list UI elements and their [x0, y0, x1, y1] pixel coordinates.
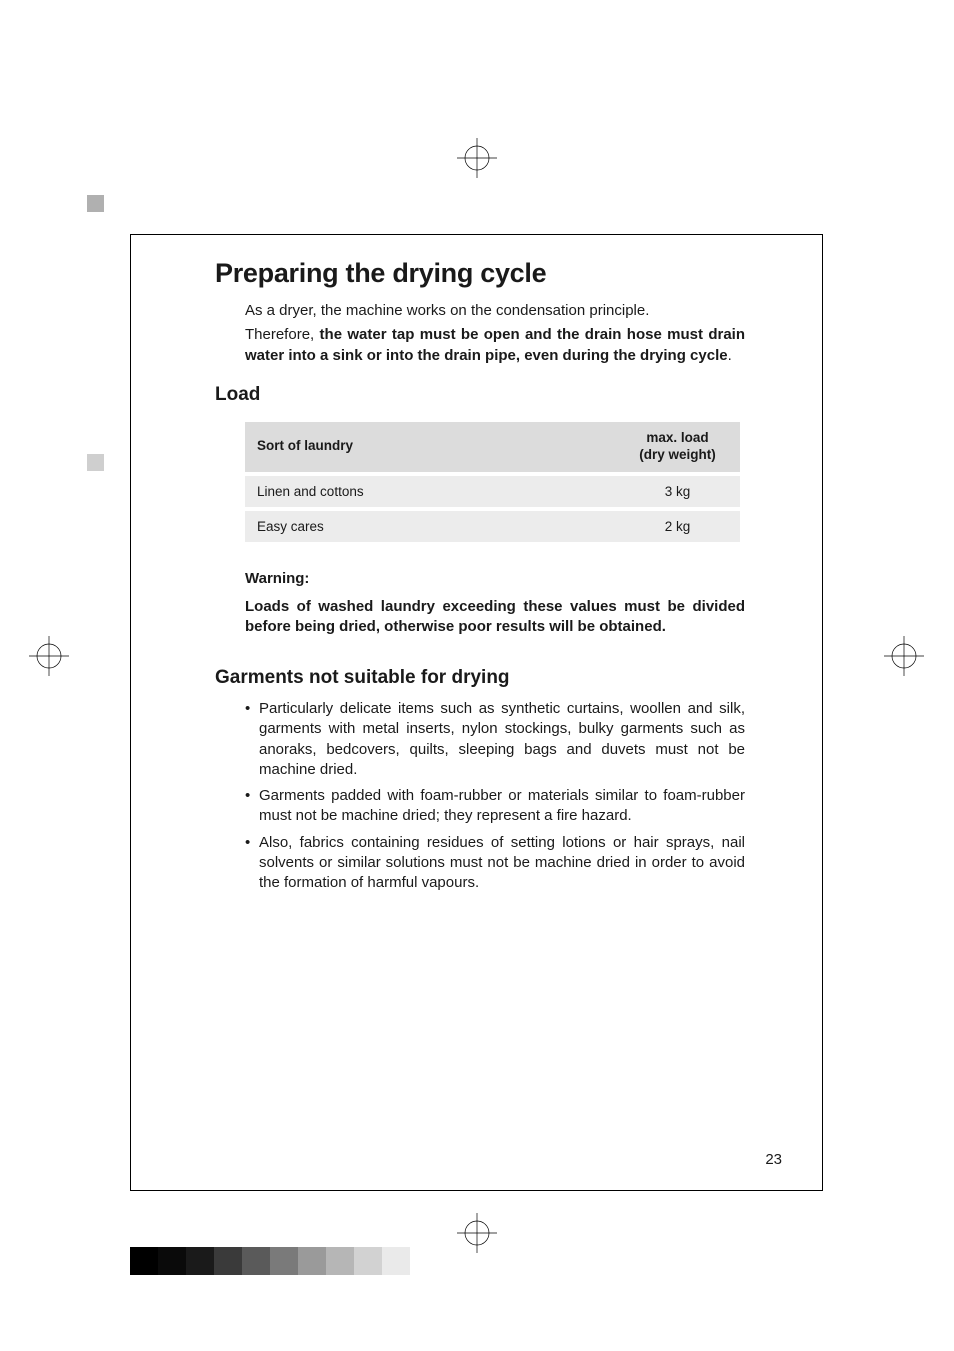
- trim-marker-1: [87, 195, 104, 212]
- page-content: Preparing the drying cycle As a dryer, t…: [215, 258, 745, 899]
- table-header-maxload: max. load (dry weight): [615, 422, 740, 474]
- table-row: Linen and cottons 3 kg: [245, 474, 740, 509]
- intro-suffix: .: [728, 347, 732, 364]
- list-item: Particularly delicate items such as synt…: [245, 699, 745, 780]
- load-table: Sort of laundry max. load (dry weight) L…: [245, 422, 740, 546]
- trim-marker-2: [87, 454, 104, 471]
- warning-block: Warning: Loads of washed laundry exceedi…: [245, 570, 745, 638]
- section-heading-load: Load: [215, 384, 745, 406]
- swatch: [270, 1247, 298, 1275]
- swatch: [382, 1247, 410, 1275]
- table-header-row: Sort of laundry max. load (dry weight): [245, 422, 740, 474]
- warning-text: Loads of washed laundry exceeding these …: [245, 597, 745, 638]
- registration-mark-left: [29, 636, 69, 676]
- list-item: Garments padded with foam-rubber or mate…: [245, 786, 745, 827]
- garments-list: Particularly delicate items such as synt…: [245, 699, 745, 893]
- swatch: [242, 1247, 270, 1275]
- intro-block: As a dryer, the machine works on the con…: [245, 301, 745, 366]
- table-header-sort: Sort of laundry: [245, 422, 615, 474]
- section-heading-garments: Garments not suitable for drying: [215, 667, 745, 689]
- row-label: Easy cares: [245, 509, 615, 544]
- row-value: 3 kg: [615, 474, 740, 509]
- intro-bold: the water tap must be open and the drain…: [245, 326, 745, 363]
- swatch: [326, 1247, 354, 1275]
- print-color-bar: [130, 1247, 410, 1275]
- row-value: 2 kg: [615, 509, 740, 544]
- swatch: [298, 1247, 326, 1275]
- swatch: [158, 1247, 186, 1275]
- page-number: 23: [765, 1151, 782, 1168]
- page-title: Preparing the drying cycle: [215, 258, 745, 289]
- intro-line-2: Therefore, the water tap must be open an…: [245, 325, 745, 366]
- swatch: [186, 1247, 214, 1275]
- swatch: [214, 1247, 242, 1275]
- row-label: Linen and cottons: [245, 474, 615, 509]
- intro-line-1: As a dryer, the machine works on the con…: [245, 301, 745, 321]
- intro-prefix: Therefore,: [245, 326, 320, 343]
- warning-label: Warning:: [245, 570, 745, 587]
- registration-mark-right: [884, 636, 924, 676]
- maxload-l1: max. load: [646, 430, 708, 445]
- registration-mark-bottom: [457, 1213, 497, 1253]
- table-row: Easy cares 2 kg: [245, 509, 740, 544]
- maxload-l2: (dry weight): [639, 447, 716, 462]
- swatch: [130, 1247, 158, 1275]
- registration-mark-top: [457, 138, 497, 178]
- swatch: [354, 1247, 382, 1275]
- list-item: Also, fabrics containing residues of set…: [245, 833, 745, 894]
